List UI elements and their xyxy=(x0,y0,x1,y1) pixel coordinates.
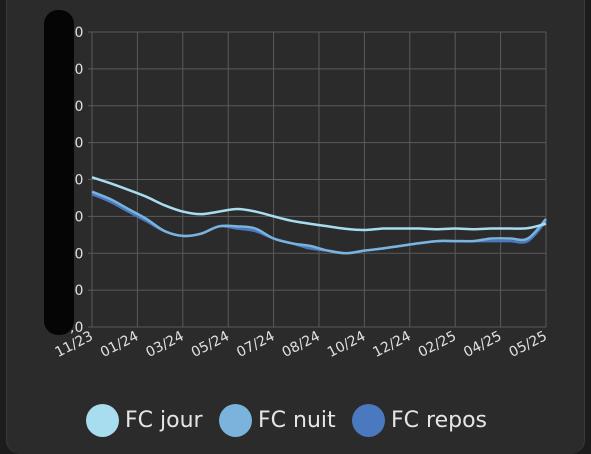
legend-swatch-fc-nuit xyxy=(219,403,252,437)
chart-card xyxy=(6,0,585,454)
series-line-fc-jour xyxy=(91,176,547,232)
x-tick-labels: 11/23 01/24 03/24 05/24 07/24 08/24 10/24 12/24… xyxy=(53,328,550,361)
x-tick-label: 10/24 xyxy=(325,328,368,361)
legend-item-fc-nuit[interactable]: FC nuit xyxy=(219,400,336,440)
x-tick-label: 05/25 xyxy=(507,328,550,361)
x-tick-label: 07/24 xyxy=(234,328,277,361)
legend-label-fc-jour: FC jour xyxy=(125,407,203,433)
redaction-mark xyxy=(44,10,74,335)
series-lines xyxy=(91,176,547,255)
x-tick-label: 02/25 xyxy=(416,328,459,361)
legend-swatch-fc-repos xyxy=(352,403,385,437)
legend-item-fc-jour[interactable]: FC jour xyxy=(86,400,203,440)
legend-label-fc-repos: FC repos xyxy=(391,407,487,433)
legend-label-fc-nuit: FC nuit xyxy=(258,407,336,433)
x-tick-label: 01/24 xyxy=(98,328,141,361)
grid-lines xyxy=(88,31,547,328)
legend-swatch-fc-jour xyxy=(86,403,119,437)
legend: FC jour FC nuit FC repos xyxy=(0,400,591,440)
x-tick-label: 04/25 xyxy=(461,328,504,361)
legend-item-fc-repos[interactable]: FC repos xyxy=(352,400,487,440)
series-line-fc-nuit xyxy=(91,190,547,255)
x-tick-label: 08/24 xyxy=(280,328,323,361)
x-tick-label: 12/24 xyxy=(370,328,413,361)
x-tick-label: 03/24 xyxy=(143,328,186,361)
x-tick-label: 05/24 xyxy=(189,328,232,361)
